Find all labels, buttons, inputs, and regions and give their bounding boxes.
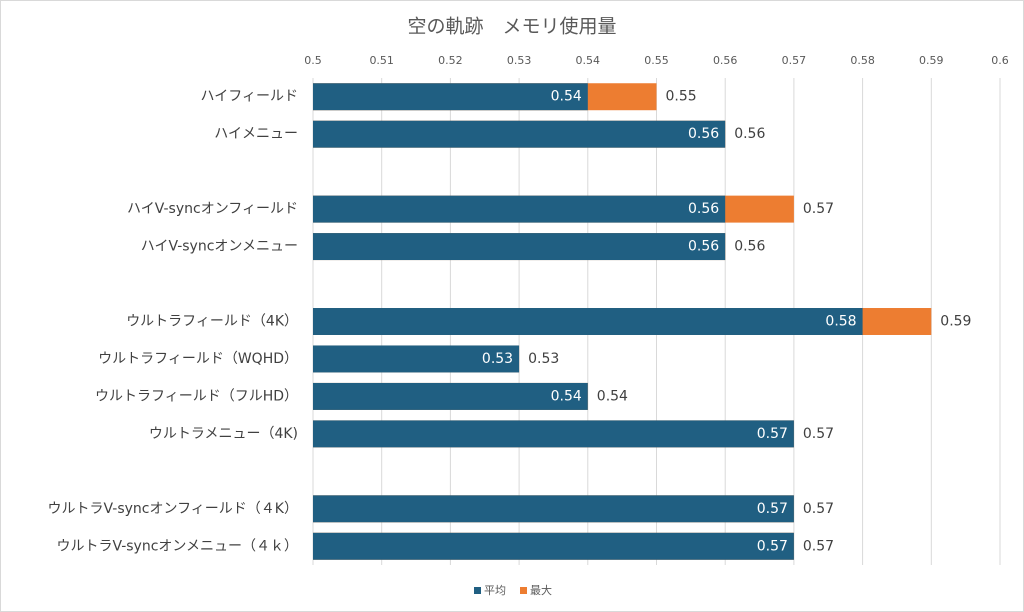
- bar: [313, 382, 588, 410]
- data-label: 0.57: [757, 538, 788, 554]
- data-label: 0.56: [688, 239, 719, 255]
- x-tick-label: 0.59: [919, 54, 944, 67]
- data-label: 0.56: [688, 201, 719, 217]
- x-tick-label: 0.5: [304, 54, 322, 67]
- legend-label: 最大: [530, 583, 552, 597]
- data-label: 0.57: [803, 201, 834, 217]
- x-tick-label: 0.57: [782, 54, 807, 67]
- chart-title: 空の軌跡 メモリ使用量: [407, 16, 616, 38]
- legend-swatch: [520, 587, 527, 594]
- x-tick-label: 0.58: [850, 54, 875, 67]
- y-tick-label: ウルトラV-syncオンメニュー（４ｋ）: [56, 538, 298, 554]
- data-label: 0.56: [734, 239, 765, 255]
- bar: [313, 495, 794, 523]
- bar: [313, 420, 794, 448]
- bar: [313, 195, 726, 223]
- x-tick-label: 0.56: [713, 54, 738, 67]
- legend-label: 平均: [484, 584, 506, 597]
- y-tick-label: ハイメニュー: [214, 126, 298, 142]
- y-tick-label: ウルトラメニュー（4K): [149, 426, 298, 442]
- data-label: 0.59: [940, 314, 971, 330]
- data-label: 0.57: [757, 426, 788, 442]
- y-tick-label: ハイV-syncオンメニュー: [141, 239, 298, 255]
- bar: [313, 233, 726, 261]
- x-tick-label: 0.54: [576, 54, 601, 67]
- x-tick-label: 0.6: [991, 54, 1009, 67]
- x-tick-label: 0.53: [507, 54, 532, 67]
- data-label: 0.57: [803, 426, 834, 442]
- data-label: 0.53: [528, 351, 559, 367]
- x-tick-label: 0.51: [369, 54, 394, 67]
- bar: [313, 345, 520, 373]
- data-label: 0.53: [482, 351, 513, 367]
- bar: [313, 120, 726, 148]
- bar: [313, 532, 794, 560]
- y-tick-label: ウルトラフィールド（4K）: [126, 314, 298, 330]
- y-tick-label: ウルトラフィールド（WQHD）: [98, 351, 298, 367]
- data-label: 0.57: [803, 538, 834, 554]
- data-label: 0.54: [597, 388, 628, 404]
- data-label: 0.55: [666, 89, 697, 105]
- data-label: 0.54: [551, 89, 582, 105]
- x-tick-label: 0.52: [438, 54, 463, 67]
- y-tick-label: ウルトラV-syncオンフィールド（４K）: [48, 501, 298, 517]
- bar: [313, 308, 863, 335]
- data-label: 0.56: [688, 126, 719, 142]
- y-tick-label: ハイV-syncオンフィールド: [127, 201, 298, 217]
- data-label: 0.57: [757, 501, 788, 517]
- bar: [313, 83, 588, 111]
- y-tick-label: ウルトラフィールド（フルHD）: [95, 388, 298, 404]
- data-label: 0.58: [825, 314, 856, 330]
- data-label: 0.56: [734, 126, 765, 142]
- data-label: 0.54: [551, 388, 582, 404]
- data-label: 0.57: [803, 501, 834, 517]
- y-tick-label: ハイフィールド: [201, 89, 298, 105]
- x-tick-label: 0.55: [644, 54, 669, 67]
- legend-swatch: [474, 587, 481, 594]
